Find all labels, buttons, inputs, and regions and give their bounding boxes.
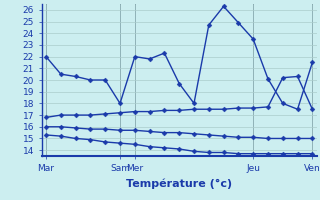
- X-axis label: Température (°c): Température (°c): [126, 178, 232, 189]
